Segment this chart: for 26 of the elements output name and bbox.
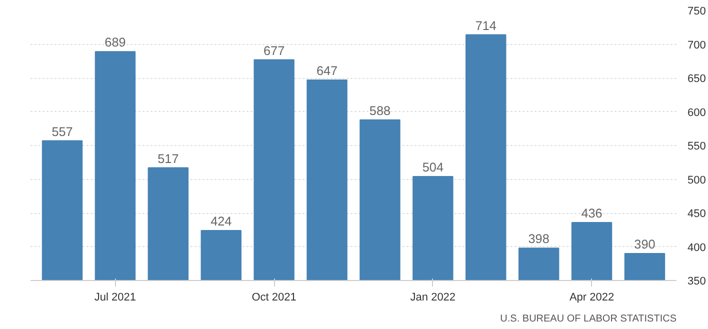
x-tick-label: Apr 2022 <box>569 292 614 304</box>
x-tick-label: Jul 2021 <box>94 292 136 304</box>
y-tick-label: 550 <box>688 140 706 152</box>
data-label: 436 <box>581 206 602 220</box>
y-tick-label: 350 <box>688 276 706 288</box>
y-tick-label: 650 <box>688 73 706 85</box>
y-tick-label: 500 <box>688 174 706 186</box>
data-label: 588 <box>369 104 391 118</box>
y-tick-label: 750 <box>688 6 706 18</box>
data-label: 390 <box>634 238 656 252</box>
y-tick-label: 450 <box>688 208 706 220</box>
y-tick-label: 400 <box>688 242 706 254</box>
data-label: 677 <box>264 44 285 58</box>
y-tick-label: 600 <box>688 106 706 119</box>
data-label: 557 <box>52 124 73 139</box>
data-label: 424 <box>210 214 232 229</box>
data-label: 689 <box>104 36 126 50</box>
data-label: 517 <box>158 152 179 166</box>
data-label: 714 <box>475 18 496 33</box>
y-tick-label: 700 <box>688 39 706 52</box>
text: U.S. BUREAU OF LABOR STATISTICS <box>500 314 677 324</box>
data-label: 647 <box>316 64 338 78</box>
x-tick-label: Oct 2021 <box>252 292 296 304</box>
data-label: 504 <box>422 160 444 175</box>
x-tick-label: Jan 2022 <box>410 292 456 304</box>
data-label: 398 <box>528 232 550 246</box>
